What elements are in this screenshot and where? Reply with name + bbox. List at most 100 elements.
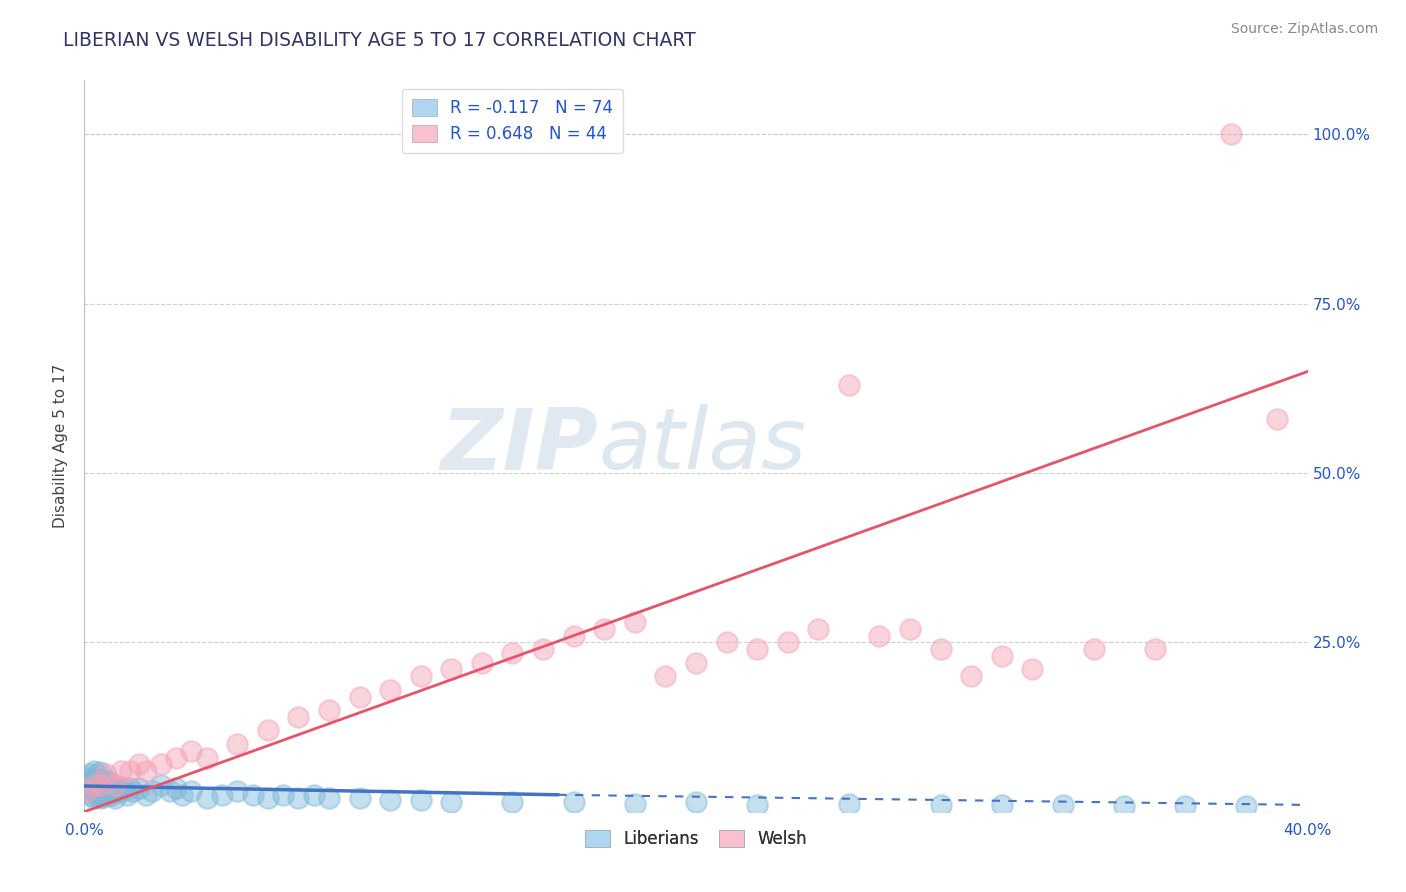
Point [122,784,145,798]
Point [960,669,983,683]
Point [165,750,187,764]
Point [104,791,127,805]
Point [287,791,309,805]
Text: Source: ZipAtlas.com: Source: ZipAtlas.com [1230,22,1378,37]
Point [159,784,181,798]
Point [302,788,325,802]
Point [409,792,432,806]
Point [685,795,707,809]
Point [149,757,172,772]
Point [83,764,105,778]
Point [1114,799,1136,814]
Point [440,663,463,677]
Point [141,784,163,798]
Point [271,788,294,802]
Point [128,780,150,795]
Point [165,780,187,795]
Point [242,788,264,802]
Point [86,780,108,795]
Point [195,791,218,805]
Point [440,795,463,809]
Point [79,774,101,789]
Point [1052,797,1074,812]
Point [83,778,105,792]
Point [807,622,830,636]
Point [838,378,860,392]
Text: atlas: atlas [598,404,806,488]
Point [747,642,769,657]
Legend: Liberians, Welsh: Liberians, Welsh [578,823,814,855]
Point [83,784,105,798]
Y-axis label: Disability Age 5 to 17: Disability Age 5 to 17 [53,364,69,528]
Point [654,669,676,683]
Point [716,635,738,649]
Point [128,757,150,772]
Point [94,780,117,795]
Point [110,784,132,798]
Point [115,788,138,802]
Point [685,656,707,670]
Point [869,629,891,643]
Point [104,778,127,792]
Point [89,779,111,793]
Point [502,795,524,809]
Point [104,784,127,798]
Point [287,710,309,724]
Point [91,789,114,804]
Point [120,764,142,778]
Point [135,764,157,778]
Point [89,786,111,800]
Point [86,767,108,781]
Point [180,744,202,758]
Point [101,788,124,802]
Point [76,771,98,785]
Point [1220,128,1243,142]
Point [380,682,402,697]
Point [149,778,172,792]
Point [226,737,249,751]
Point [898,622,921,636]
Point [94,767,117,781]
Point [257,723,280,738]
Point [991,648,1014,663]
Point [180,784,202,798]
Point [502,646,524,660]
Point [89,772,111,787]
Point [172,788,194,802]
Point [94,774,117,789]
Point [79,788,101,802]
Point [991,797,1014,812]
Point [1174,799,1197,814]
Point [838,797,860,811]
Point [211,788,233,802]
Point [593,622,616,636]
Point [86,774,108,789]
Point [1021,663,1043,677]
Point [318,703,340,717]
Point [110,764,132,778]
Point [318,791,340,805]
Point [135,788,157,802]
Point [89,778,111,792]
Point [76,784,98,798]
Point [380,792,402,806]
Point [929,797,952,812]
Point [562,629,585,643]
Text: LIBERIAN VS WELSH DISABILITY AGE 5 TO 17 CORRELATION CHART: LIBERIAN VS WELSH DISABILITY AGE 5 TO 17… [63,31,696,50]
Point [83,778,105,792]
Point [257,791,280,805]
Point [86,788,108,802]
Point [91,783,114,797]
Point [107,784,129,798]
Point [120,780,142,795]
Point [1143,642,1166,657]
Point [531,642,554,657]
Point [104,778,127,792]
Point [1236,799,1258,814]
Point [349,690,371,704]
Point [97,780,120,795]
Point [624,797,647,811]
Point [79,767,101,781]
Point [747,797,769,812]
Point [624,615,647,629]
